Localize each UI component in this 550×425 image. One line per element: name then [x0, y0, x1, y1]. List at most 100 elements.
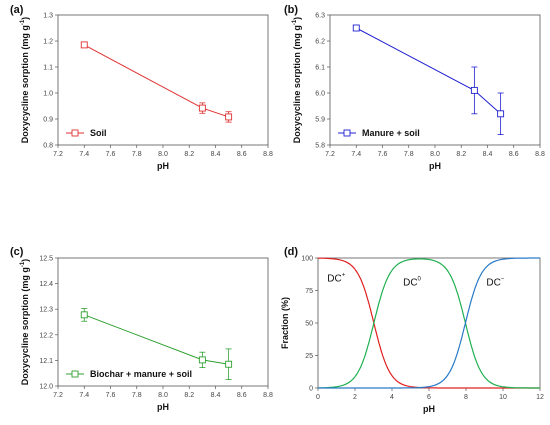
- y-tick-label: 6.2: [315, 39, 325, 46]
- species-annotation-main: DC: [327, 273, 341, 284]
- x-tick-label: 6: [427, 394, 431, 401]
- data-point: [80, 41, 88, 49]
- x-tick-label: 7.4: [79, 392, 89, 399]
- x-tick-label: 8.4: [211, 151, 221, 158]
- y-axis-label-close: ): [20, 259, 30, 262]
- plot-frame: [57, 257, 269, 387]
- series-line: [356, 27, 501, 115]
- y-axis-label: Fraction (%): [280, 297, 290, 349]
- legend-marker: [71, 370, 79, 378]
- y-tick-label: 1.1: [43, 65, 53, 72]
- y-axis-label-main: Doxycycline sorption (mg g: [292, 25, 302, 143]
- data-point: [352, 24, 360, 32]
- x-tick-label: 8.6: [237, 151, 247, 158]
- y-axis-label: Doxycycline sorption (mg g-1): [20, 259, 30, 385]
- y-tick-label: 12.0: [39, 384, 53, 391]
- y-tick-label: 12.3: [39, 307, 53, 314]
- panel-1: (a) 7.2 7.4 7.6 7.8 8.0 8.2 8.4 8.6 8.8 0.8 0.9 1.0 1…: [10, 4, 273, 171]
- species-curve-3: [318, 257, 540, 389]
- y-axis-label-main: Doxycycline sorption (mg g: [20, 25, 30, 143]
- y-tick-label: 100: [301, 256, 313, 263]
- y-tick-label: 6.1: [315, 65, 325, 72]
- y-tick-label: 0: [309, 386, 313, 393]
- y-axis-label: Doxycycline sorption (mg g-1): [20, 17, 30, 143]
- data-point: [80, 311, 88, 319]
- y-axis-label-sup: -1: [20, 19, 26, 25]
- x-tick-label: 8.8: [263, 392, 273, 399]
- x-tick-label: 8.0: [158, 392, 168, 399]
- y-axis-label-main: Fraction (%): [280, 297, 290, 349]
- y-tick-label: 25: [305, 353, 313, 360]
- legend-label: Soil: [90, 128, 107, 138]
- x-axis-label: pH: [157, 402, 169, 412]
- y-tick-label: 1.3: [43, 13, 53, 20]
- species-curve-1: [318, 257, 540, 389]
- data-point: [198, 104, 206, 112]
- y-axis-label-main: Doxycycline sorption (mg g: [20, 267, 30, 385]
- panel-label: (d): [284, 246, 298, 258]
- plot-frame: [57, 14, 269, 146]
- species-annotation: DC−: [486, 276, 504, 288]
- y-tick-label: 12.1: [39, 358, 53, 365]
- data-point: [198, 356, 206, 364]
- x-tick-label: 8.6: [509, 151, 519, 158]
- species-annotation-sup: −: [501, 276, 505, 282]
- panel-3: (c) 7.2 7.4 7.6 7.8 8.0 8.2 8.4 8.6 8.8 12.0 12.1 12…: [10, 246, 273, 412]
- data-point: [497, 110, 505, 118]
- x-tick-label: 8.4: [211, 392, 221, 399]
- x-tick-label: 7.6: [106, 392, 116, 399]
- y-tick-label: 1.0: [43, 91, 53, 98]
- x-axis-label: pH: [429, 161, 441, 171]
- species-annotation: DC+: [327, 272, 345, 284]
- y-tick-label: 0.8: [43, 143, 53, 150]
- y-tick-label: 12.4: [39, 281, 53, 288]
- y-axis-label-close: ): [292, 17, 302, 20]
- x-tick-label: 8.4: [483, 151, 493, 158]
- data-point: [225, 113, 233, 121]
- y-tick-label: 75: [305, 288, 313, 295]
- y-tick-label: 12.5: [39, 256, 53, 263]
- x-tick-label: 2: [353, 394, 357, 401]
- x-axis-label: pH: [423, 404, 435, 414]
- data-point: [225, 360, 233, 368]
- x-tick-label: 4: [390, 394, 394, 401]
- legend-marker: [71, 129, 79, 137]
- y-axis-label-sup: -1: [292, 19, 298, 25]
- panel-label: (b): [284, 4, 298, 16]
- y-tick-label: 5.9: [315, 117, 325, 124]
- x-tick-label: 7.4: [351, 151, 361, 158]
- x-tick-label: 8.8: [263, 151, 273, 158]
- y-axis-label: Doxycycline sorption (mg g-1): [292, 17, 302, 143]
- x-tick-label: 10: [499, 394, 507, 401]
- legend-label: Biochar + manure + soil: [90, 369, 192, 379]
- x-tick-label: 7.2: [53, 392, 63, 399]
- series-line: [84, 44, 229, 118]
- legend-label: Manure + soil: [362, 128, 420, 138]
- species-annotation-sup: +: [342, 272, 346, 278]
- x-tick-label: 7.6: [106, 151, 116, 158]
- species-annotation-main: DC: [486, 277, 500, 288]
- species-annotation: DC0: [403, 276, 421, 288]
- species-annotation-sup: 0: [418, 276, 422, 282]
- x-tick-label: 8.2: [456, 151, 466, 158]
- series-line: [84, 314, 229, 365]
- x-tick-label: 12: [536, 394, 544, 401]
- panel-label: (c): [10, 246, 24, 258]
- x-tick-label: 7.8: [404, 151, 414, 158]
- x-tick-label: 8.0: [430, 151, 440, 158]
- y-tick-label: 6.3: [315, 13, 325, 20]
- x-tick-label: 8.2: [184, 151, 194, 158]
- x-tick-label: 8.8: [535, 151, 545, 158]
- data-point: [470, 86, 478, 94]
- panel-2: (b) 7.2 7.4 7.6 7.8 8.0 8.2 8.4 8.6 8.8 5.8 5.9 6.0 6…: [284, 4, 545, 171]
- x-tick-label: 7.2: [53, 151, 63, 158]
- x-tick-label: 7.8: [132, 151, 142, 158]
- x-tick-label: 8.0: [158, 151, 168, 158]
- x-tick-label: 0: [316, 394, 320, 401]
- x-tick-label: 7.8: [132, 392, 142, 399]
- legend-marker: [343, 129, 351, 137]
- panel-label: (a): [10, 4, 24, 16]
- y-tick-label: 12.2: [39, 332, 53, 339]
